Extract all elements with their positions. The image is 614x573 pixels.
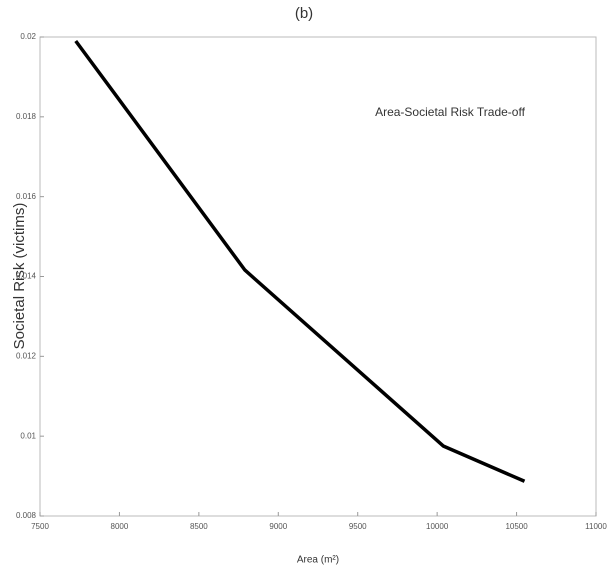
y-tick-label: 0.012 (16, 351, 37, 360)
x-tick-label: 11000 (585, 522, 607, 531)
x-tick-label: 8000 (111, 522, 129, 531)
x-tick-label: 10000 (426, 522, 449, 531)
line (74, 39, 526, 483)
x-axis-label: Area (m²) (297, 555, 339, 566)
x-tick-label: 8500 (190, 522, 208, 531)
y-tick-label: 0.01 (20, 431, 36, 440)
y-tick-label: 0.016 (16, 192, 37, 201)
y-axis-label: Societal Risk (victims) (11, 203, 28, 350)
x-tick-label: 7500 (31, 522, 49, 531)
annotation: Area-Societal Risk Trade-off (375, 105, 526, 119)
y-tick-label: 0.014 (16, 272, 37, 281)
y-tick-label: 0.02 (20, 32, 36, 41)
x-tick-label: 9500 (349, 522, 367, 531)
chart-title: (b) (295, 5, 313, 22)
x-tick-label: 10500 (505, 522, 528, 531)
y-tick-label: 0.018 (16, 112, 37, 121)
y-tick-label: 0.008 (16, 511, 37, 520)
x-tick-label: 9000 (269, 522, 287, 531)
